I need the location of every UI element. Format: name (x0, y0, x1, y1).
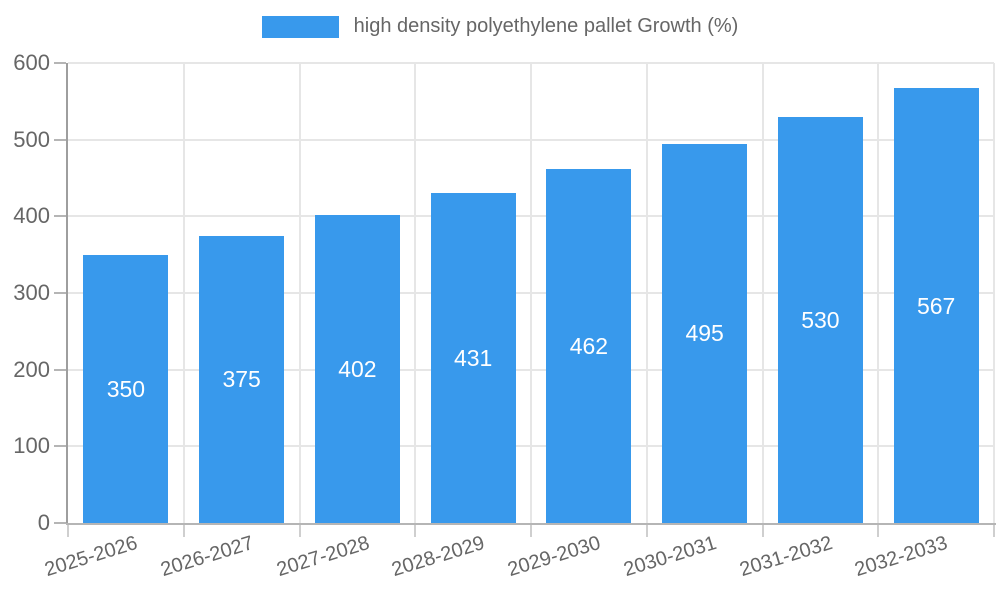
legend-item[interactable]: high density polyethylene pallet Growth … (0, 15, 1000, 38)
y-tick-mark (54, 522, 66, 524)
y-tick-label: 200 (13, 356, 50, 382)
y-tick-label: 600 (13, 50, 50, 75)
legend-swatch (261, 15, 339, 38)
y-axis-line (66, 63, 68, 525)
y-tick-mark (54, 138, 66, 141)
bar[interactable] (546, 168, 632, 523)
x-tick-mark (877, 525, 880, 537)
bar[interactable] (314, 214, 400, 523)
x-tick-label: 2029-2030 (505, 532, 604, 582)
x-tick-mark (298, 525, 301, 537)
x-tick-label: 2027-2028 (273, 532, 372, 582)
y-tick-label: 400 (13, 203, 50, 229)
x-axis-line (66, 523, 996, 525)
bar[interactable] (893, 88, 979, 523)
v-gridline (414, 63, 417, 523)
bar[interactable] (83, 254, 169, 523)
y-tick-mark (54, 368, 66, 371)
bar[interactable] (662, 143, 748, 523)
x-tick-mark (645, 525, 648, 537)
y-tick-mark (54, 292, 66, 294)
x-tick-mark (182, 525, 185, 537)
plot-area: 350 375 402 431 462 495 530 567 (68, 62, 995, 523)
x-tick-mark (67, 525, 69, 537)
v-gridline (761, 63, 764, 523)
x-tick-label: 2026-2027 (158, 532, 257, 582)
x-tick-mark (530, 525, 532, 537)
x-tick-label: 2032-2033 (852, 532, 951, 582)
x-tick-mark (993, 525, 995, 537)
v-gridline (877, 63, 880, 523)
v-gridline (530, 63, 532, 523)
y-tick-label: 0 (37, 510, 50, 535)
v-gridline (182, 63, 185, 523)
v-gridline (298, 63, 301, 523)
y-tick-mark (54, 62, 66, 64)
bar[interactable] (777, 116, 863, 523)
y-tick-label: 300 (13, 280, 50, 305)
x-tick-label: 2028-2029 (389, 532, 488, 582)
x-tick-mark (414, 525, 417, 537)
v-gridline (993, 63, 995, 523)
x-tick-label: 2025-2026 (42, 532, 141, 582)
x-tick-label: 2030-2031 (621, 532, 720, 582)
y-tick-label: 100 (13, 433, 50, 459)
legend-label: high density polyethylene pallet Growth … (353, 15, 739, 37)
x-tick-label: 2031-2032 (736, 532, 835, 582)
bar[interactable] (430, 192, 516, 523)
v-gridline (645, 63, 648, 523)
x-tick-mark (761, 525, 764, 537)
y-tick-mark (54, 445, 66, 448)
y-tick-label: 500 (13, 126, 50, 152)
y-tick-mark (54, 215, 66, 218)
bar[interactable] (199, 235, 285, 523)
